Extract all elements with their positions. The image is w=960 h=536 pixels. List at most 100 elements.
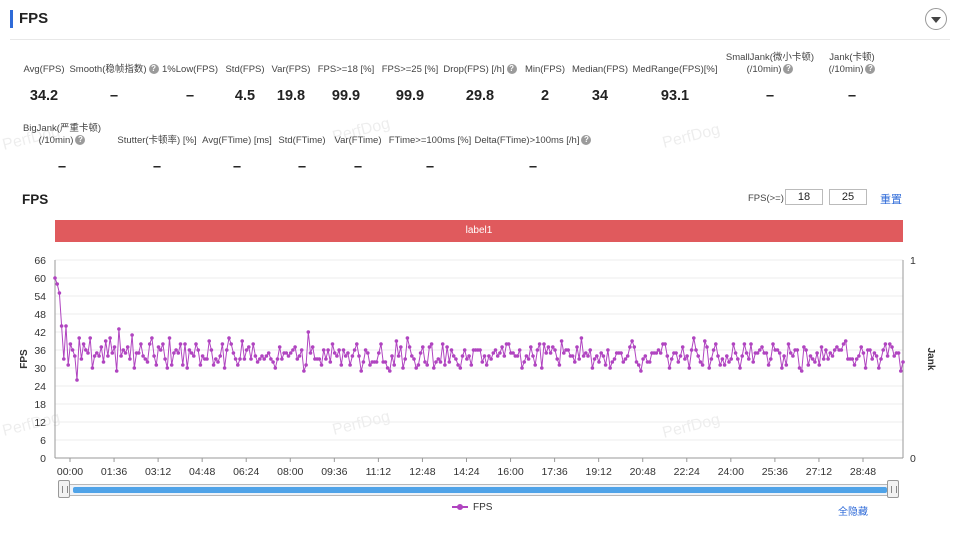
fps-point[interactable]	[810, 357, 815, 361]
fps-point[interactable]	[284, 351, 289, 355]
help-icon[interactable]: ?	[506, 64, 517, 75]
fps-point[interactable]	[396, 354, 401, 358]
fps-point[interactable]	[253, 354, 258, 358]
fps-point[interactable]	[641, 357, 645, 361]
fps-point[interactable]	[236, 363, 240, 367]
fps-point[interactable]	[535, 348, 540, 352]
fps-point[interactable]	[377, 351, 381, 355]
fps-point[interactable]	[575, 345, 579, 349]
fps-point[interactable]	[788, 351, 793, 355]
fps-point[interactable]	[77, 336, 81, 340]
fps-point[interactable]	[854, 357, 859, 361]
fps-point[interactable]	[258, 357, 262, 361]
fps-point[interactable]	[714, 342, 718, 346]
fps-point[interactable]	[99, 345, 104, 349]
fps-point[interactable]	[456, 363, 460, 367]
fps-point[interactable]	[399, 345, 403, 349]
fps-point[interactable]	[108, 336, 112, 340]
fps-point[interactable]	[308, 351, 313, 355]
fps-point[interactable]	[835, 345, 839, 349]
fps-point[interactable]	[330, 342, 335, 346]
fps-point[interactable]	[339, 363, 344, 367]
fps-point[interactable]	[440, 342, 445, 346]
fps-point[interactable]	[868, 348, 872, 352]
fps-point[interactable]	[218, 354, 222, 358]
fps-point[interactable]	[154, 363, 159, 367]
fps-point[interactable]	[443, 363, 447, 367]
fps-point[interactable]	[608, 366, 612, 370]
fps-point[interactable]	[520, 366, 524, 370]
fps-point[interactable]	[674, 351, 678, 355]
fps-point[interactable]	[766, 363, 771, 367]
fps-point[interactable]	[53, 276, 57, 280]
fps-point[interactable]	[799, 369, 804, 373]
fps-point[interactable]	[502, 354, 507, 358]
fps-point[interactable]	[542, 342, 546, 346]
fps-point[interactable]	[172, 351, 176, 355]
fps-point[interactable]	[610, 360, 615, 364]
fps-point[interactable]	[771, 342, 775, 346]
fps-point[interactable]	[425, 363, 430, 367]
fps-point[interactable]	[181, 363, 185, 367]
fps-point[interactable]	[832, 348, 837, 352]
fps-point[interactable]	[658, 351, 663, 355]
fps-point[interactable]	[553, 348, 557, 352]
fps-point[interactable]	[337, 348, 341, 352]
fps-point[interactable]	[324, 357, 328, 361]
fps-point[interactable]	[791, 354, 795, 358]
fps-point[interactable]	[143, 357, 148, 361]
fps-point[interactable]	[830, 354, 835, 358]
fps-point[interactable]	[271, 360, 275, 364]
fps-point[interactable]	[667, 366, 672, 370]
fps-point[interactable]	[436, 357, 441, 361]
fps-point[interactable]	[150, 336, 154, 340]
fps-point[interactable]	[117, 327, 121, 331]
fps-point[interactable]	[251, 342, 255, 346]
help-icon[interactable]: ?	[865, 64, 876, 75]
fps-point[interactable]	[828, 351, 833, 355]
fps-point[interactable]	[176, 351, 181, 355]
fps-point[interactable]	[205, 357, 209, 361]
fps-point[interactable]	[546, 345, 551, 349]
fps-point[interactable]	[784, 363, 789, 367]
fps-point[interactable]	[729, 357, 733, 361]
fps-point[interactable]	[211, 363, 216, 367]
fps-point[interactable]	[429, 342, 434, 346]
fps-point[interactable]	[577, 357, 581, 361]
fps-point[interactable]	[901, 360, 905, 364]
fps-point[interactable]	[777, 351, 782, 355]
fps-point[interactable]	[341, 348, 346, 352]
fps-point[interactable]	[110, 351, 115, 355]
fps-point[interactable]	[885, 354, 890, 358]
fps-point[interactable]	[240, 339, 244, 343]
fps-point[interactable]	[562, 351, 566, 355]
fps-point[interactable]	[112, 345, 117, 349]
fps-point[interactable]	[328, 360, 333, 364]
fps-point[interactable]	[839, 348, 844, 352]
fps-point[interactable]	[738, 366, 742, 370]
zoom-slider-right-handle[interactable]	[887, 480, 899, 498]
fps-point[interactable]	[656, 348, 661, 352]
fps-point[interactable]	[484, 363, 489, 367]
fps-point[interactable]	[804, 348, 808, 352]
fps-point[interactable]	[592, 357, 597, 361]
fps-point[interactable]	[863, 366, 868, 370]
fps-point[interactable]	[447, 360, 452, 364]
fps-point[interactable]	[511, 351, 515, 355]
fps-point[interactable]	[130, 333, 134, 337]
fps-point[interactable]	[678, 354, 683, 358]
zoom-slider-track[interactable]	[62, 484, 898, 496]
fps-point[interactable]	[348, 363, 352, 367]
fps-point[interactable]	[707, 366, 711, 370]
fps-point[interactable]	[286, 354, 291, 358]
fps-point[interactable]	[579, 336, 584, 340]
fps-point[interactable]	[462, 348, 467, 352]
fps-point[interactable]	[269, 357, 273, 361]
fps-point[interactable]	[769, 357, 773, 361]
fps-point[interactable]	[451, 354, 456, 358]
fps-point[interactable]	[595, 354, 599, 358]
fps-point[interactable]	[696, 354, 700, 358]
fps-point[interactable]	[786, 342, 791, 346]
fps-point[interactable]	[870, 357, 874, 361]
fps-point[interactable]	[222, 366, 227, 370]
